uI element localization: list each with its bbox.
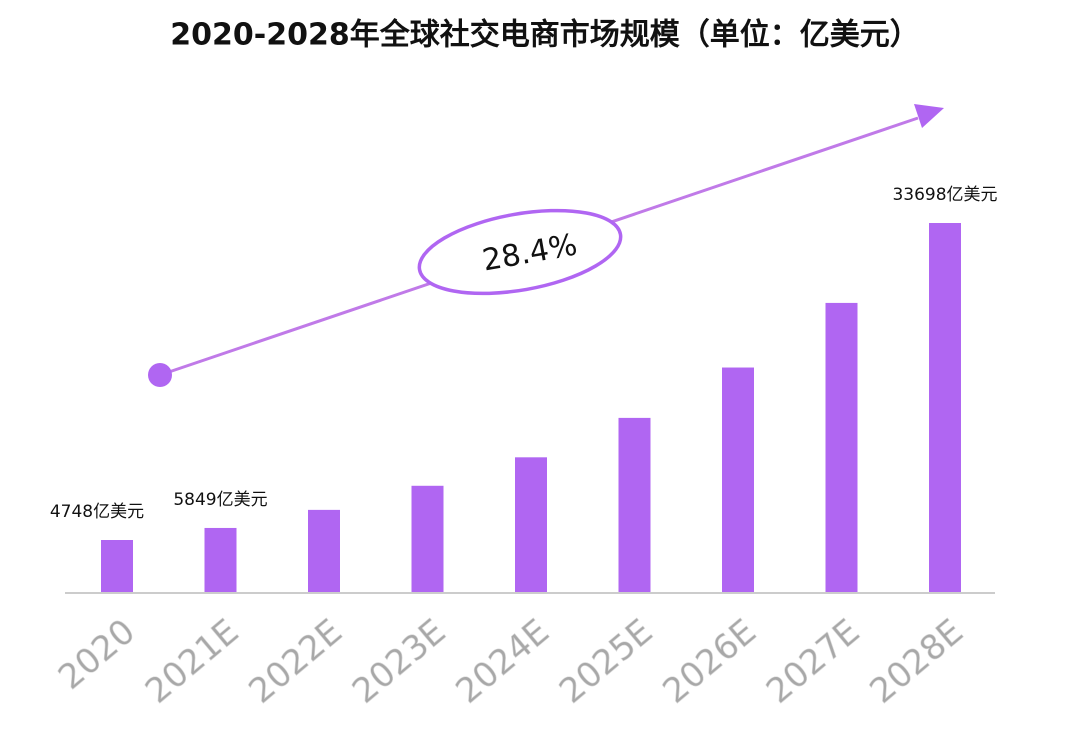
value-label: 5849亿美元 [173,490,267,510]
x-tick-label: 2025E [552,612,660,712]
bar [722,367,754,592]
chart-title: 2020-2028年全球社交电商市场规模（单位：亿美元） [170,18,919,53]
x-tick-label: 2028E [862,612,970,712]
bar [825,302,858,592]
bar [618,417,651,592]
bar [929,223,961,592]
bar [411,485,444,592]
x-tick-label: 2027E [759,612,867,712]
trend-start [148,363,172,387]
value-label: 33698亿美元 [892,185,997,205]
growth-ellipse [417,208,623,296]
bar [204,527,237,592]
x-tick-label: 2021E [138,612,246,712]
bar [101,540,133,592]
x-tick-label: 2024E [448,612,556,712]
arrow-head [914,104,944,128]
x-tick-label: 2020 [51,612,143,698]
bar [515,457,547,592]
x-tick-label: 2026E [655,612,763,712]
x-tick-label: 2023E [345,612,453,712]
bar [308,509,340,592]
x-tick-label: 2022E [241,612,349,712]
value-label: 4748亿美元 [50,502,144,522]
